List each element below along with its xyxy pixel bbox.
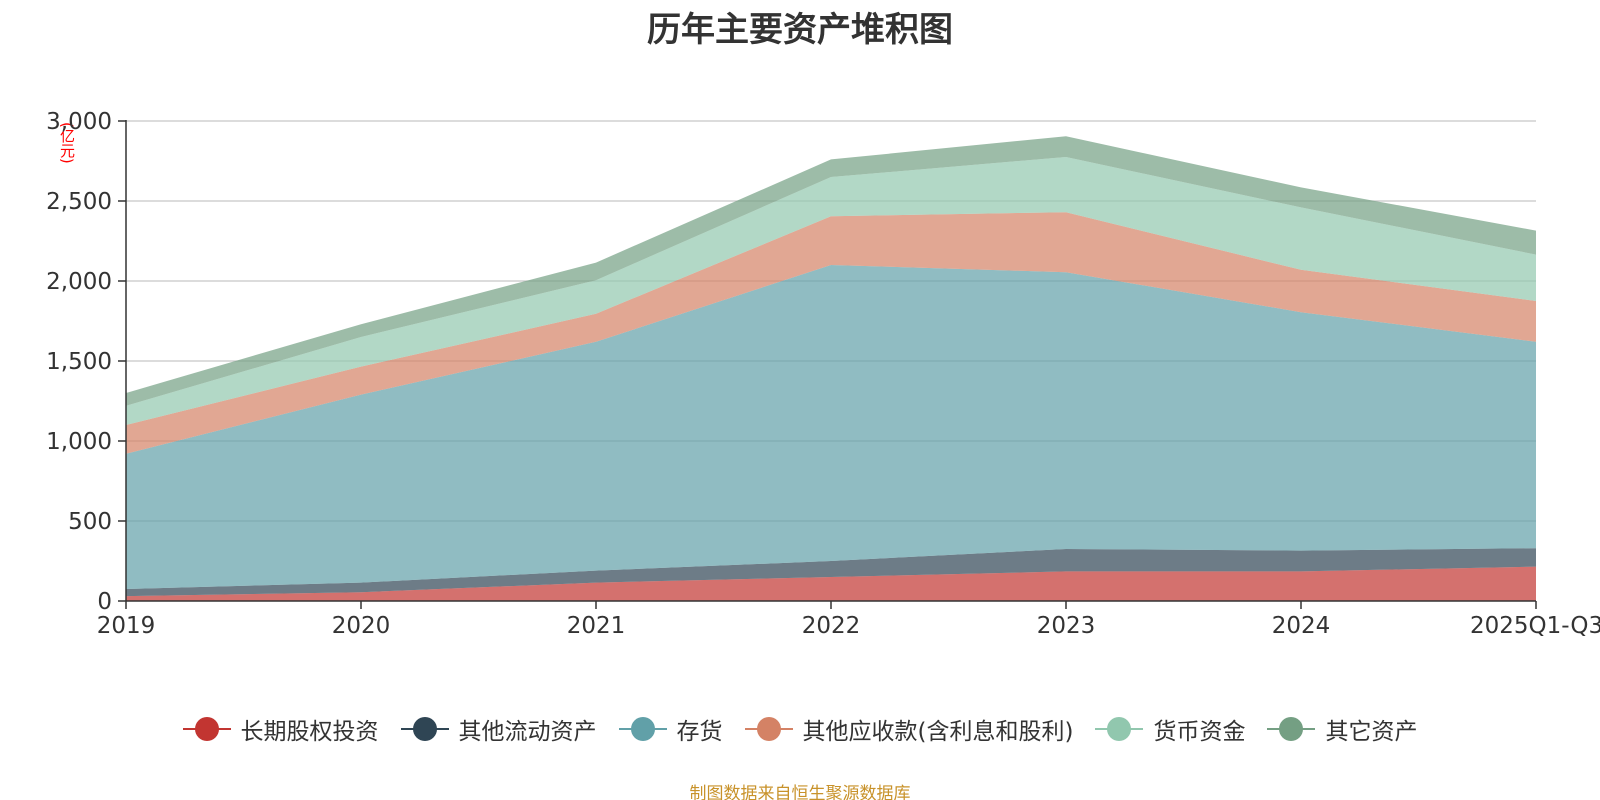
legend-label: 其它资产 [1325,719,1418,745]
area-series-3 [126,212,1536,454]
x-tick-label-6: 2025Q1-Q3 [1470,613,1600,639]
y-tick-label-1: 500 [68,509,112,535]
legend-item-1[interactable]: 其他流动资产 [400,712,597,746]
chart-legend: 长期股权投资 其他流动资产 存货 其他应收款(含利息和股利) 货币资金 其它资产 [0,712,1600,746]
x-tick-label-5: 2024 [1272,613,1331,639]
x-tick-label-3: 2022 [802,613,861,639]
area-series-4 [126,157,1536,425]
legend-item-0[interactable]: 长期股权投资 [182,712,379,746]
legend-label: 长期股权投资 [240,719,379,745]
legend-marker-icon [182,717,231,741]
x-tick-label-2: 2021 [567,613,626,639]
legend-label: 货币资金 [1153,719,1246,745]
area-series-2 [126,265,1536,589]
legend-label: 其他应收款(含利息和股利) [802,719,1074,745]
chart-title: 历年主要资产堆积图 [647,10,953,50]
legend-item-2[interactable]: 存货 [618,712,723,746]
x-tick-label-0: 2019 [97,613,156,639]
legend-marker-icon [1095,717,1144,741]
legend-marker-icon [618,717,667,741]
y-tick-label-2: 1,000 [46,429,112,455]
legend-item-3[interactable]: 其他应收款(含利息和股利) [744,712,1074,746]
y-axis-unit-label: (亿元) [58,122,76,164]
y-tick-label-4: 2,000 [46,269,112,295]
area-series-1 [126,548,1536,597]
legend-marker-icon [1267,717,1316,741]
legend-item-5[interactable]: 其它资产 [1267,712,1417,746]
legend-label: 存货 [676,719,723,745]
legend-marker-icon [400,717,449,741]
area-series-0 [126,566,1536,601]
x-tick-label-1: 2020 [332,613,391,639]
legend-label: 其他流动资产 [458,719,597,745]
data-source-note: 制图数据来自恒生聚源数据库 [689,784,911,800]
y-tick-label-0: 0 [97,589,112,615]
y-tick-label-5: 2,500 [46,189,112,215]
legend-marker-icon [744,717,793,741]
x-tick-label-4: 2023 [1037,613,1096,639]
y-tick-label-6: 3,000 [46,109,112,135]
y-tick-label-3: 1,500 [46,349,112,375]
legend-item-4[interactable]: 货币资金 [1095,712,1245,746]
